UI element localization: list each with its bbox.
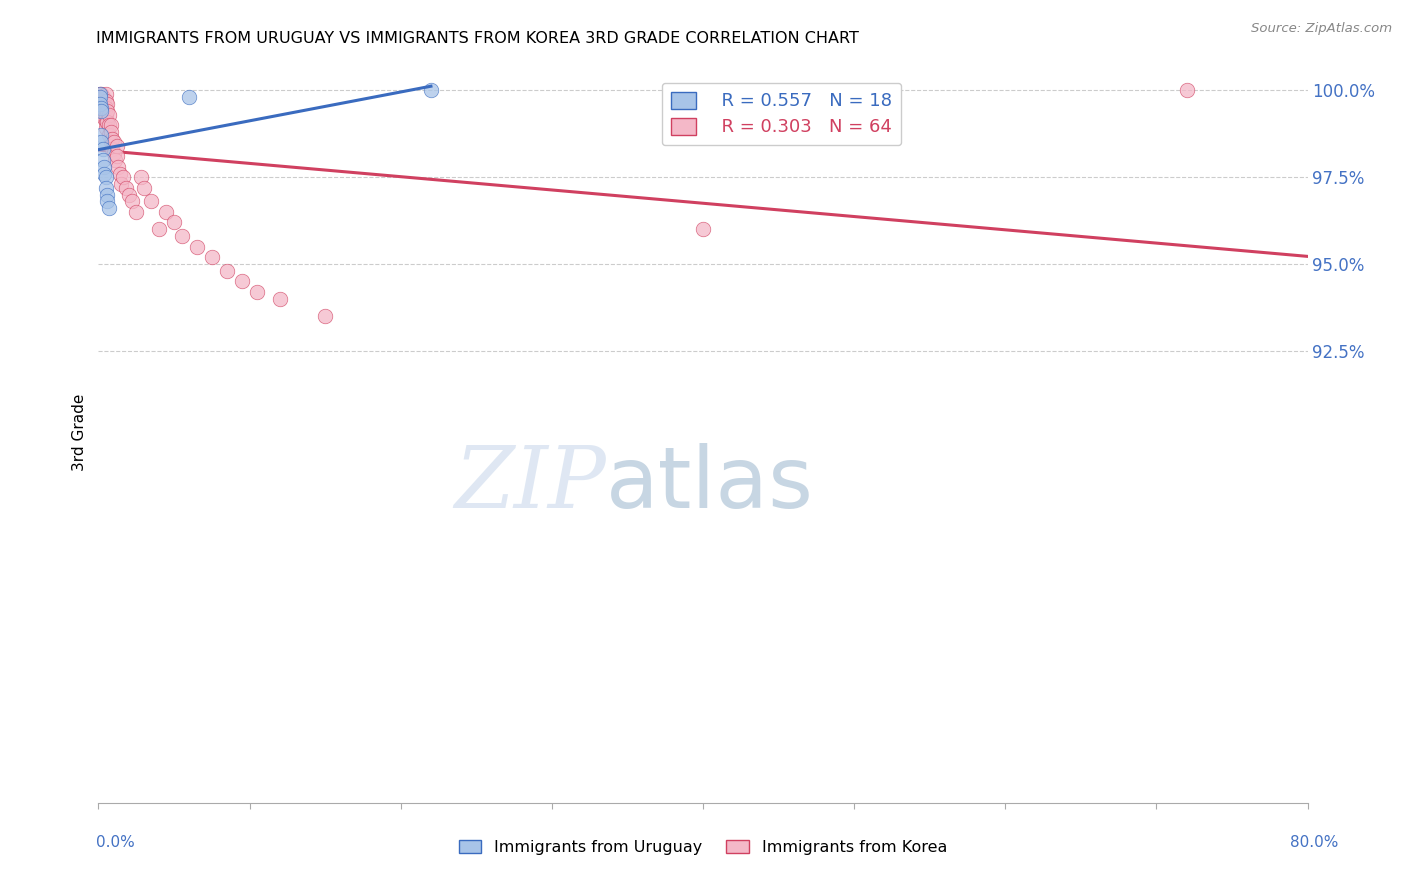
Point (89, 97, 111, 112)
Point (103, 136, 125, 150)
Point (314, 309, 336, 323)
Point (91, 97, 114, 112)
Text: atlas: atlas (606, 443, 814, 526)
Point (110, 177, 132, 191)
Point (101, 142, 124, 156)
Point (125, 205, 148, 219)
Point (94, 101, 117, 115)
Point (100, 125, 122, 139)
Point (91, 90, 114, 104)
Point (91, 142, 114, 156)
Point (90, 94, 112, 108)
Point (114, 180, 136, 194)
Point (420, 83, 443, 97)
Point (215, 264, 238, 278)
Point (186, 240, 208, 254)
Point (94, 121, 117, 136)
Point (91, 94, 114, 108)
Point (89, 87, 111, 101)
Point (148, 222, 170, 236)
Point (94, 114, 117, 128)
Point (93, 160, 115, 174)
Point (89, 87, 111, 101)
Point (108, 167, 131, 181)
Point (98, 202, 121, 216)
Point (89, 97, 111, 112)
Point (101, 132, 124, 146)
Point (90, 104, 112, 119)
Point (93, 101, 115, 115)
Point (692, 222, 714, 236)
Point (94, 87, 117, 101)
Text: 0.0%: 0.0% (96, 836, 135, 850)
Point (96, 104, 118, 119)
Point (89, 90, 111, 104)
Point (246, 285, 269, 299)
Point (100, 118, 122, 132)
Point (269, 292, 291, 306)
Point (94, 94, 117, 108)
Point (94, 107, 117, 121)
Point (90, 101, 112, 115)
Point (94, 170, 117, 185)
Point (155, 205, 177, 219)
Point (103, 145, 125, 160)
Point (90, 90, 112, 104)
Point (100, 136, 122, 150)
Point (111, 170, 134, 185)
Point (201, 250, 224, 264)
Point (104, 153, 127, 167)
Text: Source: ZipAtlas.com: Source: ZipAtlas.com (1251, 22, 1392, 36)
Point (141, 194, 163, 209)
Point (90, 101, 112, 115)
Point (1175, 83, 1198, 97)
Point (105, 149, 128, 163)
Point (121, 194, 143, 209)
Point (107, 160, 129, 174)
Point (163, 215, 186, 229)
Point (132, 180, 155, 194)
Point (96, 114, 118, 128)
Point (90, 87, 112, 101)
Point (98, 118, 121, 132)
Point (89, 94, 111, 108)
Point (90, 128, 112, 143)
Point (91, 104, 114, 119)
Point (93, 94, 115, 108)
Text: IMMIGRANTS FROM URUGUAY VS IMMIGRANTS FROM KOREA 3RD GRADE CORRELATION CHART: IMMIGRANTS FROM URUGUAY VS IMMIGRANTS FR… (96, 31, 859, 46)
Legend:   R = 0.557   N = 18,   R = 0.303   N = 64: R = 0.557 N = 18, R = 0.303 N = 64 (662, 83, 901, 145)
Point (89, 90, 111, 104)
Point (91, 107, 114, 121)
Point (179, 90, 201, 104)
Point (91, 153, 114, 167)
Point (98, 107, 121, 121)
Point (231, 274, 253, 288)
Point (93, 167, 115, 181)
Point (90, 97, 112, 112)
Point (90, 136, 112, 150)
Point (93, 111, 115, 125)
Point (118, 187, 141, 202)
Point (96, 187, 118, 202)
Point (98, 128, 121, 143)
Point (105, 139, 128, 153)
Y-axis label: 3rd Grade: 3rd Grade (72, 394, 87, 471)
Point (96, 97, 118, 112)
Text: 80.0%: 80.0% (1291, 836, 1339, 850)
Point (93, 104, 115, 119)
Legend: Immigrants from Uruguay, Immigrants from Korea: Immigrants from Uruguay, Immigrants from… (453, 834, 953, 862)
Point (94, 180, 117, 194)
Text: ZIP: ZIP (454, 443, 606, 525)
Point (170, 229, 193, 244)
Point (96, 194, 118, 209)
Point (129, 170, 152, 185)
